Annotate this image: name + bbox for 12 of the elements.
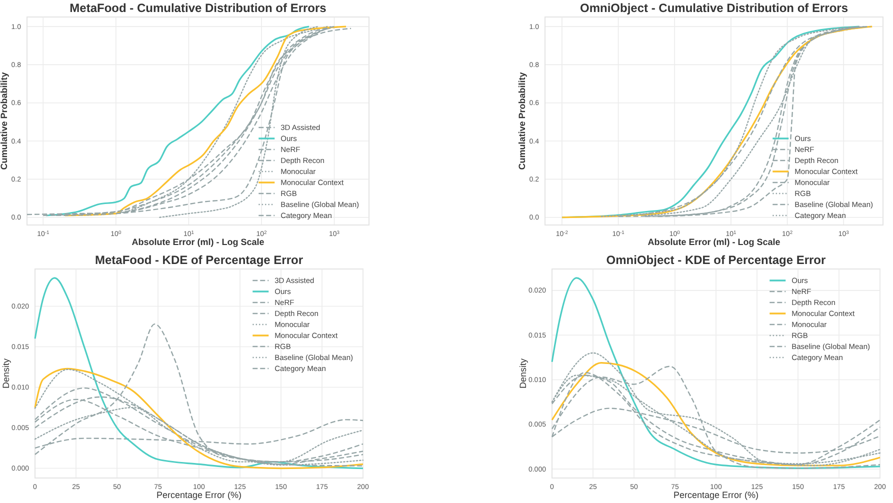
- x-axis-title: Percentage Error (%): [156, 490, 242, 500]
- y-axis-title: Cumulative Probability: [0, 72, 9, 170]
- chart-title: OmniObject - KDE of Percentage Error: [606, 253, 826, 267]
- y-axis-title: Cumulative Probability: [517, 72, 527, 170]
- x-axis-title: Percentage Error (%): [673, 490, 759, 500]
- x-axis-title: Absolute Error (ml) - Log Scale: [648, 237, 780, 247]
- chart-title: MetaFood - KDE of Percentage Error: [94, 253, 304, 267]
- chart-title: MetaFood - Cumulative Distribution of Errors: [70, 1, 327, 15]
- chart-title: OmniObject - Cumulative Distribution of Errors: [580, 1, 848, 15]
- y-axis-title: Density: [1, 358, 11, 389]
- y-axis-title: Density: [518, 358, 528, 389]
- x-axis-title: Absolute Error (ml) - Log Scale: [132, 237, 264, 247]
